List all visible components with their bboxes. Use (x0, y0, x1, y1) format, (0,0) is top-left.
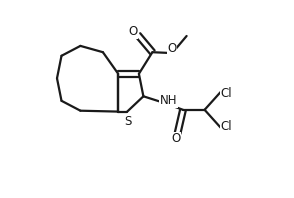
Text: NH: NH (159, 94, 177, 107)
Text: Cl: Cl (221, 87, 232, 100)
Text: S: S (124, 115, 132, 128)
Text: O: O (171, 132, 181, 146)
Text: Cl: Cl (221, 120, 232, 132)
Text: O: O (168, 42, 177, 55)
Text: O: O (128, 25, 138, 38)
